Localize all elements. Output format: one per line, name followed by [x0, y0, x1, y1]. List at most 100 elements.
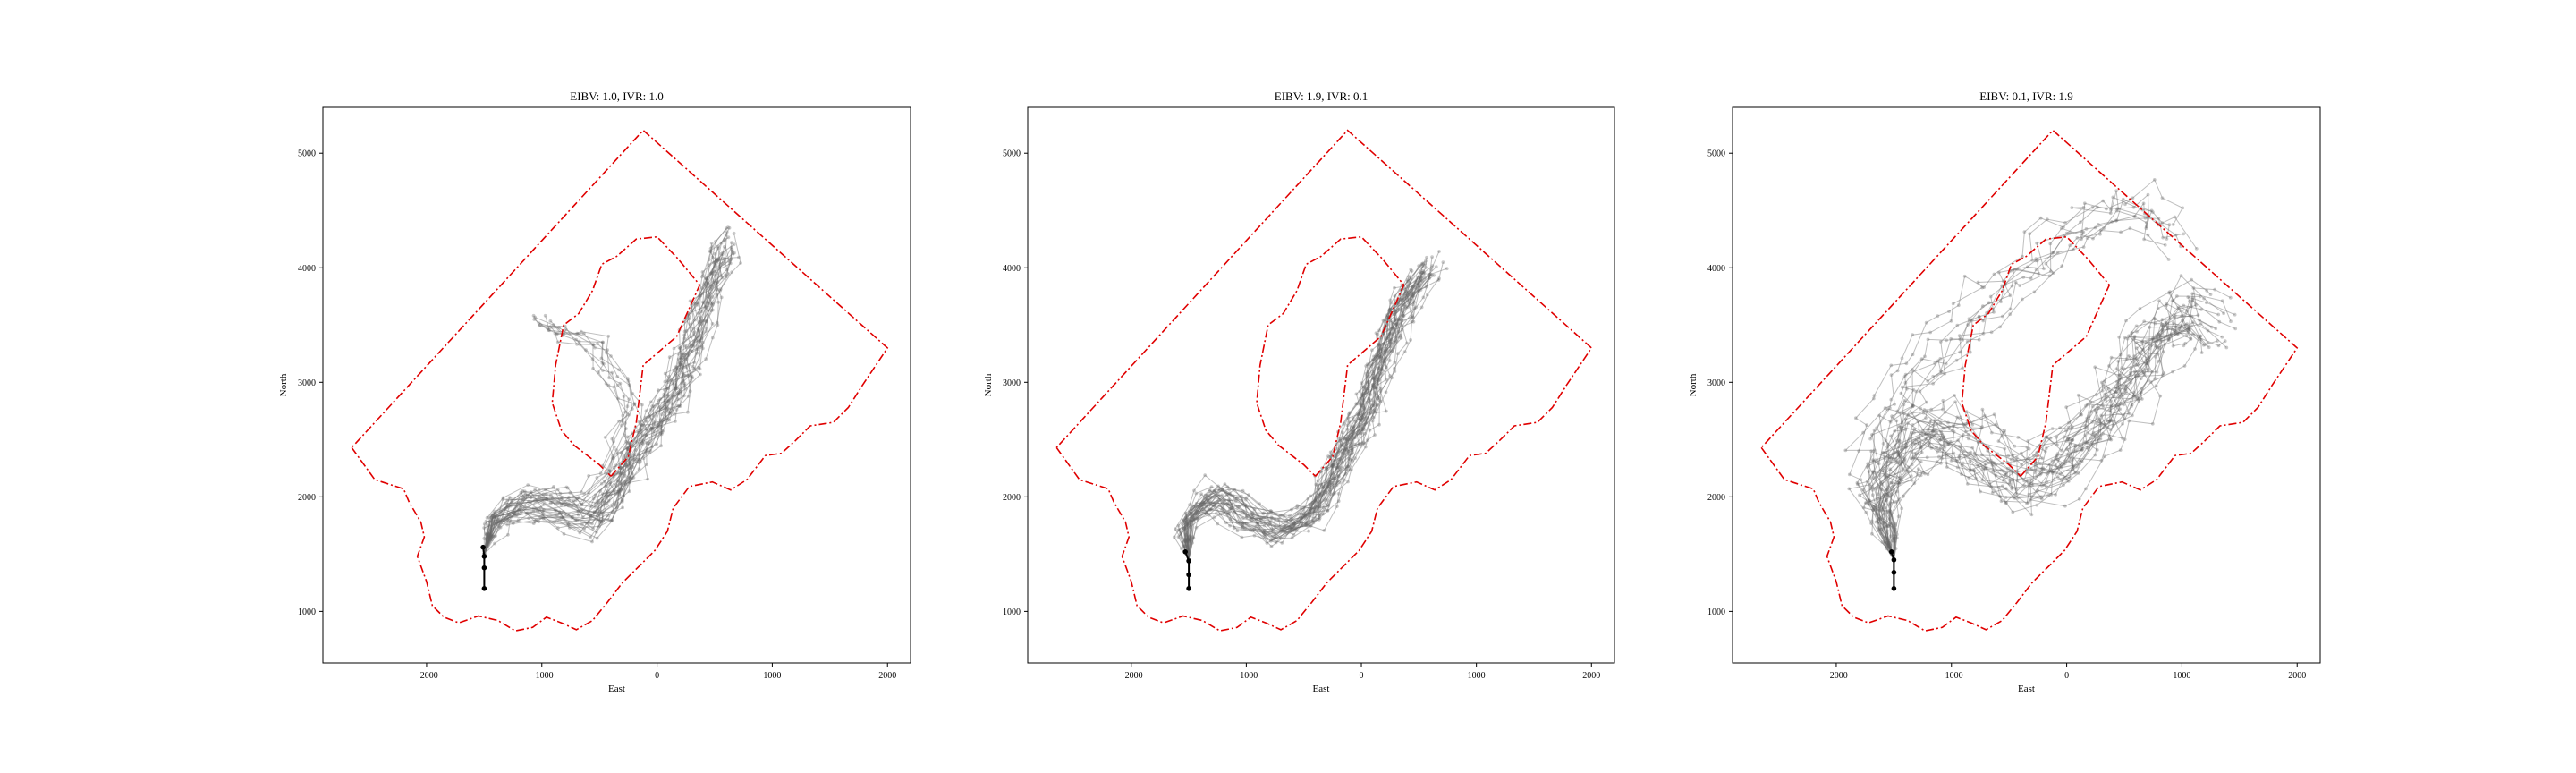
trajectory-point — [679, 356, 683, 361]
trajectory-point — [1872, 394, 1877, 397]
trajectory-point — [541, 507, 546, 512]
trajectory-point — [482, 537, 487, 540]
trajectory-point — [2160, 373, 2165, 378]
trajectory-point — [1377, 350, 1380, 353]
trajectory-point — [1218, 488, 1222, 492]
trajectory-point — [2003, 429, 2007, 433]
trajectory-point — [499, 510, 504, 514]
trajectory-point — [682, 394, 686, 398]
trajectory-point — [1941, 426, 1945, 430]
trajectory-point — [1882, 473, 1886, 477]
trajectory-point — [1327, 477, 1332, 481]
trajectory-point — [1861, 430, 1866, 435]
trajectory-point — [2123, 417, 2127, 420]
trajectory-point — [1931, 429, 1936, 433]
trajectory-points — [482, 321, 627, 556]
trajectory-point — [1309, 502, 1314, 506]
trajectory-point — [2101, 404, 2106, 409]
trajectory-points — [1182, 275, 1423, 562]
trajectory-point — [2095, 205, 2099, 209]
trajectory-point — [1919, 473, 1923, 478]
trajectory-point — [1250, 529, 1255, 533]
trajectory-point — [650, 445, 654, 448]
trajectory-point — [2025, 446, 2029, 449]
trajectory-point — [1437, 276, 1441, 281]
trajectory-point — [2140, 339, 2145, 344]
trajectory-point — [1176, 528, 1181, 532]
outer-boundary — [1055, 129, 1593, 632]
trajectory-point — [2041, 467, 2045, 471]
trajectory-point — [1377, 355, 1381, 360]
trajectory-point — [558, 518, 562, 522]
trajectory-line — [1882, 275, 2224, 560]
trajectory-line — [1183, 276, 1421, 560]
trajectory-point — [627, 480, 631, 484]
trajectory-point — [1240, 494, 1243, 498]
trajectory-point — [1887, 460, 1892, 463]
trajectory-point — [657, 423, 662, 428]
trajectory-points — [1874, 322, 2211, 562]
trajectory-point — [1330, 481, 1335, 485]
trajectory-point — [1377, 328, 1381, 333]
trajectory-point — [1938, 446, 1943, 450]
trajectory-point — [2064, 477, 2069, 481]
trajectory-point — [1191, 516, 1196, 521]
trajectory-point — [505, 516, 509, 521]
trajectory-point — [1417, 264, 1421, 268]
trajectory-point — [1300, 523, 1304, 528]
trajectory-point — [593, 493, 597, 497]
trajectory-point — [1904, 386, 1909, 391]
trajectory-point — [1176, 535, 1181, 539]
trajectory-point — [2170, 299, 2174, 302]
trajectory-point — [2101, 431, 2106, 436]
trajectory-point — [2065, 447, 2069, 452]
trajectory-point — [626, 458, 631, 463]
trajectory-point — [2148, 325, 2152, 329]
trajectory-point — [1228, 517, 1233, 522]
trajectory-point — [1890, 457, 1894, 461]
trajectory-point — [1337, 437, 1342, 440]
trajectory-point — [617, 419, 621, 423]
trajectory-point — [1853, 416, 1858, 420]
trajectory-point — [1902, 398, 1907, 403]
trajectory-point — [1307, 529, 1310, 533]
trajectory-point — [629, 478, 633, 482]
trajectory-point — [652, 404, 656, 409]
trajectory-point — [2093, 225, 2097, 230]
trajectory-point — [584, 522, 589, 525]
trajectory-point — [1946, 443, 1951, 446]
trajectory-point — [2124, 384, 2129, 388]
trajectory-point — [1965, 339, 1970, 344]
trajectory-point — [1897, 459, 1902, 463]
start-path — [1890, 551, 1895, 589]
trajectory-point — [487, 539, 490, 544]
trajectory-point — [1388, 339, 1392, 344]
trajectory-points — [1186, 273, 1436, 562]
trajectory-point — [1299, 515, 1303, 520]
trajectory-point — [1970, 318, 1974, 322]
trajectory-points — [1870, 299, 2200, 562]
trajectory-point — [1347, 468, 1352, 472]
trajectory-point — [1313, 497, 1318, 502]
trajectory-point — [668, 412, 673, 416]
trajectory-points — [482, 235, 731, 556]
trajectory-point — [665, 378, 670, 382]
trajectory-point — [623, 421, 627, 425]
trajectory-point — [507, 496, 512, 500]
trajectory-point — [618, 489, 622, 494]
trajectory-point — [612, 385, 616, 389]
trajectory-point — [2070, 206, 2074, 210]
trajectory-point — [1874, 520, 1878, 524]
trajectory-point — [649, 426, 654, 430]
trajectory-point — [503, 507, 507, 512]
trajectory-point — [1274, 540, 1278, 545]
trajectory-point — [1360, 393, 1364, 396]
trajectory-line — [483, 252, 735, 555]
trajectory-point — [1870, 493, 1875, 497]
trajectory-point — [2073, 444, 2078, 448]
trajectory-point — [1960, 463, 1964, 468]
trajectory-point — [627, 412, 631, 417]
trajectory-point — [1273, 536, 1277, 540]
trajectory-point — [2125, 336, 2130, 341]
trajectory-point — [490, 516, 495, 520]
